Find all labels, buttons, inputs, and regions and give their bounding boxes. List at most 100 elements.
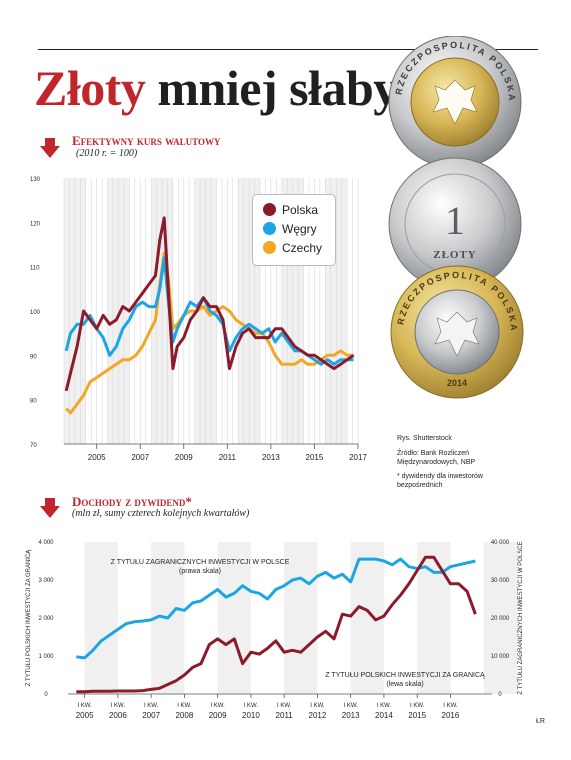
y-right-tick-label: 10 000: [491, 654, 510, 660]
legend-label: Polska: [282, 203, 319, 217]
chart1-subtitle: (2010 r. = 100): [76, 148, 138, 159]
coins-illustration: RZECZPOSPOLITA POLSKA 1 ZŁOTY RZECZPOSPO…: [388, 36, 524, 399]
x-quarter-label: I KW.: [277, 703, 292, 709]
footnote-line: bezpośrednich: [397, 482, 443, 489]
chart1-series: [64, 216, 355, 415]
image-credit: Rys. Shutterstock: [397, 435, 452, 442]
chart2-subtitle: (mln zł, sumy czterech kolejnych kwartał…: [72, 508, 250, 519]
x-tick-label: 2016: [442, 711, 460, 720]
y-left-tick-label: 0: [44, 692, 48, 698]
legend-label: Czechy: [282, 241, 323, 255]
x-tick-label: 2009: [209, 711, 227, 720]
annotation-polish-scale: (lewa skala): [386, 681, 423, 688]
x-tick-label: 2013: [262, 453, 280, 462]
chart1-title: Efektywny kurs walutowy: [72, 133, 221, 148]
chart2-background-bands: [84, 542, 517, 694]
y-tick-label: 120: [30, 221, 41, 227]
x-tick-label: 2012: [309, 711, 327, 720]
x-tick-label: 2005: [76, 711, 94, 720]
year-band: [217, 542, 251, 694]
y-right-tick-label: 30 000: [491, 578, 510, 584]
x-tick-label: 2015: [408, 711, 426, 720]
legend-label: Węgry: [282, 222, 317, 236]
title-rest: mniej słaby: [157, 60, 398, 116]
chart2-series: [76, 555, 477, 694]
source-note: Źródło: Bank Rozliczeń Międzynarodowych,…: [397, 449, 475, 467]
y-tick-label: 70: [30, 443, 37, 449]
legend-item-czechy: Czechy: [263, 241, 322, 255]
legend-dot-czechy: [263, 241, 276, 254]
y-left-tick-label: 1 000: [38, 654, 54, 660]
series-line-czechy: [65, 251, 354, 415]
y-left-tick-label: 3 000: [38, 578, 54, 584]
x-quarter-label: I KW.: [177, 703, 192, 709]
down-arrow-icon: [40, 498, 60, 518]
annotation-foreign-scale: (prawa skala): [179, 568, 221, 575]
annotation-polish-series: Z TYTUŁU POLSKICH INWESTYCJI ZA GRANICĄ: [325, 672, 485, 679]
series-line-polish-abroad: [76, 555, 477, 694]
x-tick-label: 2011: [276, 711, 294, 720]
chart2-dividends: 4 000 3 000 2 000 1 000 0 40 000 30 000 20 000 1…: [26, 540, 524, 720]
chart2-title: Dochody z dywidend*: [72, 494, 192, 509]
x-tick-label: 2009: [175, 453, 193, 462]
x-tick-label: 2014: [375, 711, 393, 720]
legend-item-polska: Polska: [263, 203, 318, 217]
coin3-year: 2014: [447, 378, 467, 388]
coin2-value: 1: [445, 198, 465, 243]
x-quarter-label: I KW.: [210, 703, 225, 709]
y-tick-label: 110: [30, 266, 40, 272]
top-rule: [38, 49, 538, 50]
x-tick-label: 2011: [219, 453, 237, 462]
x-quarter-label: I KW.: [377, 703, 392, 709]
x-quarter-label: I KW.: [144, 703, 159, 709]
x-tick-label: 2005: [88, 453, 106, 462]
x-tick-label: 2006: [109, 711, 127, 720]
coin2-unit: ZŁOTY: [433, 249, 477, 261]
annotation-foreign-series: Z TYTUŁU ZAGRANICZNYCH INWESTYCJI W POLS…: [111, 559, 290, 566]
chart2-axes: 4 000 3 000 2 000 1 000 0 40 000 30 000 20 000 1…: [38, 540, 509, 720]
footnote: * dywidendy dla inwestorów bezpośrednich: [397, 472, 483, 490]
coin-2zl-bottom: RZECZPOSPOLITA POLSKA 2014: [390, 265, 524, 399]
page-title: Złoty mniej słaby: [34, 58, 398, 118]
legend-dot-polska: [263, 203, 276, 216]
x-quarter-label: I KW.: [410, 703, 425, 709]
legend-dot-wegry: [263, 222, 276, 235]
x-quarter-label: I KW.: [111, 703, 126, 709]
y-right-tick-label: 20 000: [491, 616, 510, 622]
chart1-legend: Polska Węgry Czechy: [252, 194, 336, 266]
chart1-y-axis: 130 120 110 100 90 80 70: [30, 177, 41, 449]
year-band: [84, 542, 118, 694]
x-quarter-label: I KW.: [310, 703, 325, 709]
eagle-emblem-icon: [434, 311, 480, 357]
y-left-tick-label: 2 000: [38, 616, 54, 622]
year-band: [284, 542, 318, 694]
y-tick-label: 100: [30, 310, 41, 316]
y-tick-label: 90: [30, 354, 37, 360]
y-tick-label: 80: [30, 399, 37, 405]
chart1-x-axis: 2005 2007 2009 2011 2013 2015 2017: [88, 444, 367, 462]
x-quarter-label: I KW.: [77, 703, 92, 709]
x-tick-label: 2007: [142, 711, 160, 720]
source-line: Międzynarodowych, NBP: [397, 459, 476, 466]
footnote-line: * dywidendy dla inwestorów: [397, 473, 483, 480]
y-left-tick-label: 4 000: [38, 540, 54, 546]
x-tick-label: 2017: [349, 453, 367, 462]
source-line: Źródło: Bank Rozliczeń: [397, 450, 469, 457]
chart2-labels: Z TYTUŁU POLSKICH INWESTYCJI ZA GRANICĄ Z…: [26, 541, 524, 694]
x-quarter-label: I KW.: [443, 703, 458, 709]
y-right-tick-label: 0: [498, 692, 502, 698]
x-tick-label: 2007: [131, 453, 149, 462]
y-left-axis-title: Z TYTUŁU POLSKICH INWESTYCJI ZA GRANICĄ: [26, 549, 32, 687]
series-line-polska: [64, 216, 355, 392]
down-arrow-icon: [40, 138, 60, 158]
y-tick-label: 130: [30, 177, 41, 183]
x-tick-label: 2015: [306, 453, 324, 462]
legend-item-wegry: Węgry: [263, 222, 317, 236]
x-tick-label: 2013: [342, 711, 360, 720]
x-tick-label: 2008: [175, 711, 193, 720]
y-right-tick-label: 40 000: [491, 540, 510, 546]
x-quarter-label: I KW.: [244, 703, 259, 709]
title-highlight: Złoty: [34, 60, 146, 116]
y-right-axis-title: Z TYTUŁU ZAGRANICZNYCH INWESTYCJI W POLS…: [518, 541, 524, 694]
corner-mark: ŁR: [536, 718, 545, 725]
